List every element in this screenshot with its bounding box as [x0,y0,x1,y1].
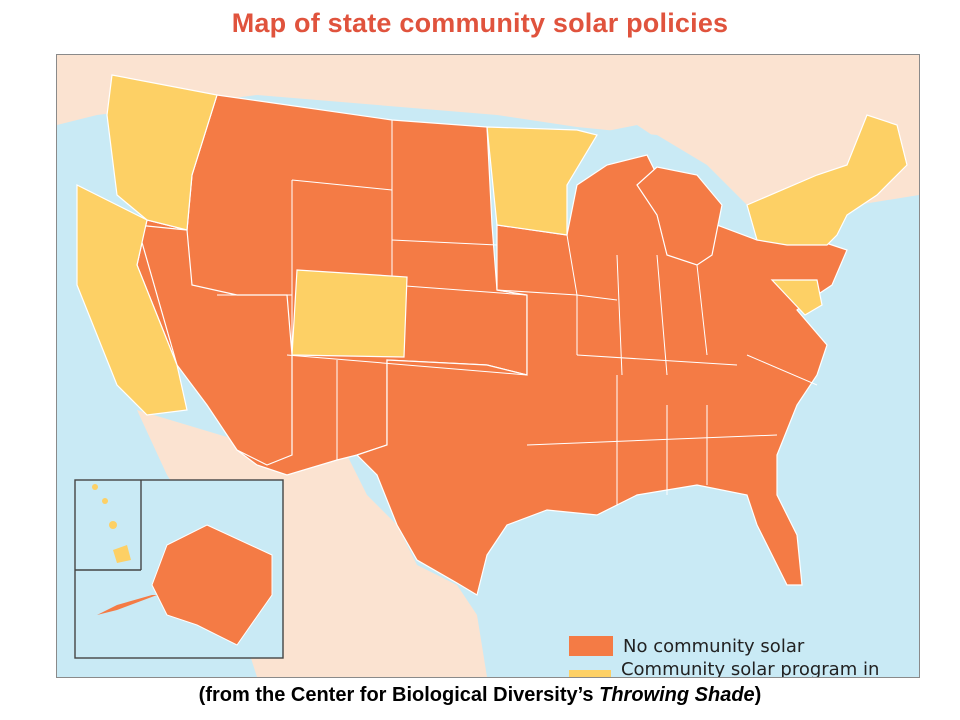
colorado [291,269,408,358]
map-frame: No community solar Community solar progr… [56,54,920,678]
us-map [57,55,919,677]
canada-east [747,125,847,175]
maryland-delaware [770,279,823,316]
new-england-new-york [746,114,908,246]
map-title: Map of state community solar policies [231,8,729,38]
lake-superior [587,125,667,155]
legend-swatch-yellow [569,670,611,677]
source-caption: (from the Center for Biological Diversit… [0,684,960,707]
legend: No community solar Community solar progr… [569,629,919,677]
caption-suffix: ) [754,684,762,706]
michigan [636,166,723,266]
states-with-program [76,74,908,416]
minnesota [486,126,598,236]
canada-land [57,55,919,225]
southwest-states [136,224,293,466]
alaska [151,524,273,646]
states-no-program [136,94,848,596]
caption-prefix: (from the Center for Biological Diversit… [198,684,600,706]
state-borders [217,120,818,505]
california [76,184,188,416]
caption-title: Throwing Shade [599,684,755,706]
mexico-land [137,410,487,677]
alaska-aleutians [97,595,157,615]
legend-label: Community solar program in place [620,659,880,678]
legend-item-no-program: No community solar [569,629,919,663]
hawaii [92,484,131,563]
legend-label: No community solar [623,635,805,657]
legend-item-program: Community solar program in place [569,659,919,677]
legend-swatch-orange [569,636,613,656]
washington-oregon [106,74,218,231]
